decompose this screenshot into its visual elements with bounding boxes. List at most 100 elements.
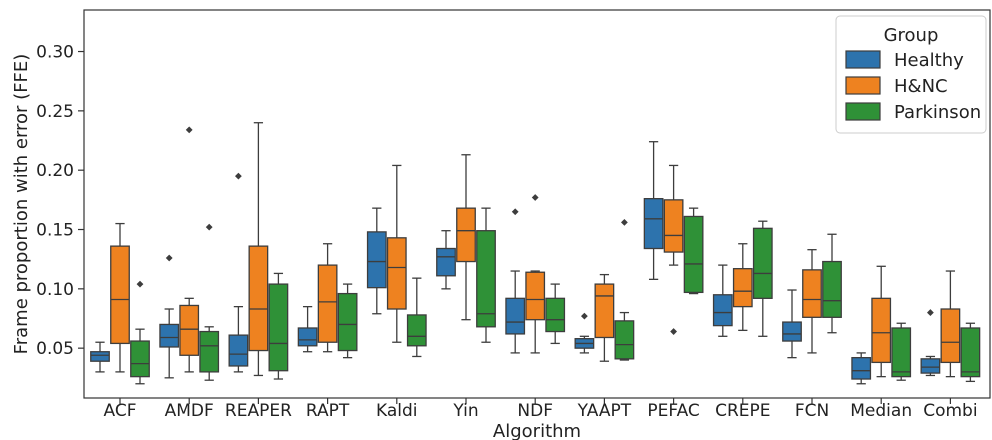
box-body <box>782 321 802 342</box>
y-tick-label: 0.15 <box>36 221 74 241</box>
box-body <box>822 260 842 318</box>
x-tick-label: YAAPT <box>577 401 632 421</box>
box-parkinson-ndf <box>545 283 566 345</box>
box-healthy-kaldi <box>366 207 387 315</box>
box-parkinson-acf <box>130 280 150 385</box>
y-axis-label: Frame proportion with error (FFE) <box>11 54 32 355</box>
box-healthy-amdf <box>159 254 180 379</box>
box-body <box>920 358 941 374</box>
box-body <box>228 334 249 367</box>
box-hnc-pefac <box>663 164 684 335</box>
box-healthy-combi <box>920 309 941 377</box>
box-body <box>110 245 130 345</box>
box-hnc-median <box>871 265 892 378</box>
boxes-layer <box>90 122 981 385</box>
box-parkinson-crepe <box>752 220 773 337</box>
x-tick-label: Median <box>850 401 912 421</box>
box-body <box>643 198 664 250</box>
box-hnc-reaper <box>248 122 269 377</box>
plot-frame <box>83 9 991 399</box>
legend-swatch <box>845 76 881 95</box>
legend-label: Parkinson <box>894 102 981 123</box>
x-tick-label: RAPT <box>306 401 350 421</box>
box-parkinson-combi <box>960 322 981 383</box>
box-body <box>752 227 773 299</box>
legend-title: Group <box>884 25 939 46</box>
box-body <box>683 215 704 294</box>
box-body <box>406 314 427 347</box>
box-parkinson-amdf <box>199 223 220 381</box>
outlier-point <box>136 280 144 288</box>
box-parkinson-rapt <box>337 283 358 359</box>
box-parkinson-fcn <box>822 233 842 334</box>
box-body <box>712 294 733 327</box>
box-body <box>317 264 338 343</box>
x-tick-label: CREPE <box>715 401 770 421</box>
legend-swatch <box>845 102 881 121</box>
x-tick-label: FCN <box>795 401 829 421</box>
box-body <box>179 304 200 356</box>
box-hnc-yaapt <box>594 273 615 362</box>
x-tick-label: NDF <box>517 401 553 421</box>
box-body <box>545 297 566 333</box>
x-tick-label: Kaldi <box>376 401 418 421</box>
box-body <box>248 245 269 352</box>
box-body <box>90 351 110 362</box>
box-healthy-yin <box>436 230 456 290</box>
box-body <box>871 297 892 364</box>
x-tick-label: REAPER <box>225 401 292 421</box>
x-tick-label: Yin <box>452 401 478 421</box>
box-hnc-ndf <box>525 194 546 354</box>
box-hnc-rapt <box>317 243 338 353</box>
box-body <box>851 357 872 380</box>
box-healthy-crepe <box>712 264 733 337</box>
box-healthy-median <box>851 352 872 385</box>
box-hnc-kaldi <box>386 164 407 343</box>
box-hnc-crepe <box>732 243 753 332</box>
box-body <box>476 230 496 328</box>
box-parkinson-reaper <box>268 272 289 380</box>
box-body <box>525 271 546 321</box>
legend-swatch <box>845 50 881 69</box>
x-axis: ACF AMDF REAPER RAPT Kaldi Yin NDF YAAPT PEFAC CR… <box>104 398 978 421</box>
outlier-point <box>670 328 677 335</box>
box-body <box>505 297 526 335</box>
box-healthy-yaapt <box>574 312 595 354</box>
box-hnc-acf <box>110 222 130 373</box>
y-tick-label: 0.20 <box>36 161 74 181</box>
box-body <box>130 340 150 378</box>
box-body <box>891 327 912 378</box>
box-hnc-combi <box>940 270 961 378</box>
box-body <box>594 283 615 339</box>
x-tick-label: PEFAC <box>647 401 699 421</box>
box-hnc-yin <box>456 154 476 321</box>
outlier-point <box>531 194 539 201</box>
box-body <box>940 308 961 364</box>
box-body <box>159 323 180 348</box>
box-body <box>732 268 753 308</box>
box-body <box>199 330 220 373</box>
box-body <box>436 247 456 277</box>
legend: Group Healthy H&NC Parkinson <box>835 15 987 134</box>
outlier-point <box>511 208 519 216</box>
box-body <box>297 327 318 347</box>
box-body <box>386 237 407 310</box>
box-healthy-reaper <box>228 172 249 373</box>
y-tick-label: 0.05 <box>36 339 74 359</box>
outlier-point <box>927 309 934 316</box>
box-healthy-acf <box>90 341 110 373</box>
outlier-point <box>235 172 242 180</box>
outlier-point <box>165 254 173 262</box>
x-tick-label: AMDF <box>165 401 214 421</box>
x-axis-label: Algorithm <box>493 421 581 440</box>
box-parkinson-yin <box>476 207 496 343</box>
box-healthy-ndf <box>505 208 526 354</box>
outlier-point <box>581 312 588 320</box>
box-parkinson-kaldi <box>406 277 427 358</box>
legend-label: Healthy <box>894 50 964 71</box>
box-body <box>614 320 635 360</box>
y-axis: 0.05 0.10 0.15 0.20 0.25 0.30 <box>36 43 84 359</box>
box-hnc-fcn <box>802 249 822 354</box>
x-tick-label: Combi <box>923 401 977 421</box>
